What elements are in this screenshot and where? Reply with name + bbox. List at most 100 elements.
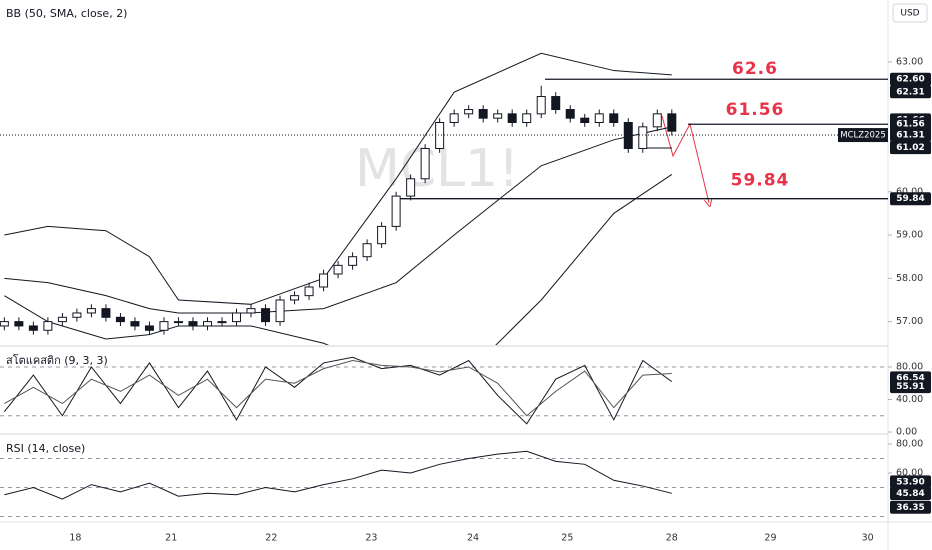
- level-annotation: 59.84: [731, 171, 790, 191]
- y-tick-label: 58.00: [896, 273, 923, 284]
- candle-body: [159, 321, 169, 331]
- bollinger-band: [4, 174, 673, 345]
- currency[interactable]: USD: [900, 9, 919, 19]
- candle-body: [202, 321, 212, 327]
- indicator-line: [3, 356, 673, 425]
- candle-body: [173, 321, 183, 324]
- pane-title: BB (50, SMA, close, 2): [6, 7, 127, 20]
- candle-body: [232, 312, 242, 323]
- indicator-line: [4, 450, 672, 500]
- candle-body: [522, 113, 532, 124]
- forecast-arrow: [661, 115, 709, 203]
- bollinger-band: [4, 126, 672, 314]
- y-tick-label: 57.00: [896, 316, 923, 327]
- x-tick-label: 25: [561, 533, 573, 544]
- candle-body: [130, 321, 140, 327]
- level-annotation: 62.6: [732, 59, 778, 79]
- y-tick-label: 63.00: [896, 56, 923, 67]
- price-label-box: [890, 192, 931, 206]
- candle-body: [57, 316, 67, 323]
- candle-body: [406, 178, 416, 197]
- x-tick-label: 29: [764, 533, 776, 544]
- price-label: 61.31: [896, 131, 924, 141]
- price-label-box: [890, 141, 931, 155]
- pane: [0, 356, 888, 425]
- candle-body: [86, 308, 96, 314]
- x-tick-label: 18: [69, 533, 81, 544]
- price-label-box: [890, 487, 931, 501]
- indicator-line: [4, 359, 672, 417]
- candle-body: [246, 308, 256, 314]
- price-label-box: [890, 85, 931, 99]
- level-annotation: 61.56: [726, 100, 785, 120]
- candle-body: [580, 117, 590, 124]
- price-label-box: [890, 475, 931, 489]
- candle-body: [333, 264, 343, 275]
- candle-body: [362, 243, 372, 258]
- symbol-box: [838, 128, 888, 143]
- candle-body: [507, 113, 517, 124]
- candle-body: [464, 109, 474, 115]
- candle-body: [391, 195, 401, 227]
- candle-body: [304, 286, 314, 297]
- price-label: 53.90: [896, 477, 924, 487]
- candle-body: [551, 96, 561, 111]
- x-tick-label: 30: [862, 533, 874, 544]
- price-label: 61.56: [896, 120, 924, 130]
- pane: [0, 450, 888, 518]
- candle-body: [261, 308, 271, 323]
- candle-body: [565, 109, 575, 119]
- candle-body: [217, 321, 227, 324]
- candle-body: [652, 113, 662, 128]
- candle-body: [623, 122, 633, 149]
- price-label-box: [890, 117, 931, 131]
- y-tick-label: 0.00: [896, 427, 917, 438]
- candle-body: [72, 312, 82, 318]
- y-tick-label: 40.00: [896, 394, 923, 405]
- watermark: MCL1!: [355, 139, 519, 199]
- price-label: 55.91: [896, 382, 924, 392]
- candle-body: [144, 325, 154, 331]
- price-label: 61.02: [896, 143, 924, 153]
- x-tick-label: 22: [265, 533, 277, 544]
- price-label-box: [890, 500, 931, 514]
- candle-body: [188, 321, 198, 327]
- candle-body: [0, 321, 9, 327]
- candle-body: [101, 308, 111, 318]
- x-tick-label: 24: [467, 533, 479, 544]
- candle-body: [667, 113, 677, 132]
- candle-body: [319, 273, 329, 288]
- price-label: 66.54: [896, 373, 924, 383]
- price-label: 59.84: [896, 194, 924, 204]
- candle-body: [14, 321, 24, 327]
- candle-body: [536, 96, 546, 115]
- price-label-box: [890, 380, 931, 394]
- y-tick-label: 59.00: [896, 230, 923, 241]
- x-tick-label: 21: [165, 533, 177, 544]
- y-tick-label: 80.00: [896, 438, 923, 449]
- candle-body: [420, 147, 430, 180]
- bollinger-band: [4, 52, 672, 305]
- candle-body: [478, 109, 488, 119]
- pane-title: สโตแคสติก (9, 3, 3): [6, 353, 108, 367]
- candle-body: [290, 295, 300, 301]
- price-label: 36.35: [896, 503, 924, 513]
- y-tick-label: 60.00: [896, 468, 923, 479]
- candle-body: [377, 225, 387, 245]
- price-label-box: [890, 72, 931, 86]
- price-label: 62.31: [896, 87, 924, 97]
- candle-body: [449, 113, 459, 124]
- candle-body: [638, 126, 648, 149]
- x-tick-label: 28: [666, 533, 678, 544]
- candle-body: [348, 256, 358, 266]
- symbol: MCLZ2025: [840, 131, 885, 141]
- candle-body: [43, 321, 53, 331]
- candle-body: [28, 325, 38, 331]
- pane: [0, 52, 677, 345]
- candle-body: [275, 299, 285, 323]
- candle-body: [609, 113, 619, 124]
- currency-button[interactable]: [892, 3, 928, 23]
- x-tick-label: 23: [365, 533, 377, 544]
